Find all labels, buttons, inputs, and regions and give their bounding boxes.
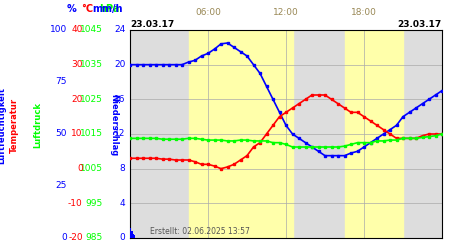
Text: 1015: 1015 <box>80 130 103 138</box>
Text: Niederschlag: Niederschlag <box>110 94 119 156</box>
Text: 75: 75 <box>55 78 67 86</box>
Text: Temperatur: Temperatur <box>10 98 19 152</box>
Text: 985: 985 <box>86 234 103 242</box>
Text: 1025: 1025 <box>80 95 103 104</box>
Text: hPa: hPa <box>99 4 120 14</box>
Text: 0: 0 <box>77 164 83 173</box>
Text: 16: 16 <box>114 95 126 104</box>
Text: °C: °C <box>81 4 93 14</box>
Text: 24: 24 <box>114 26 126 35</box>
Text: %: % <box>67 4 76 14</box>
Text: 0: 0 <box>61 234 67 242</box>
Text: 06:00: 06:00 <box>195 8 221 17</box>
Text: 1035: 1035 <box>80 60 103 69</box>
Text: 18:00: 18:00 <box>351 8 377 17</box>
Bar <box>345 30 403 238</box>
Text: 25: 25 <box>56 182 67 190</box>
Text: 1005: 1005 <box>80 164 103 173</box>
Text: Luftfeuchtigkeit: Luftfeuchtigkeit <box>0 86 6 164</box>
Text: 12:00: 12:00 <box>273 8 299 17</box>
Text: 23.03.17: 23.03.17 <box>130 20 174 29</box>
Text: 20: 20 <box>114 60 126 69</box>
Bar <box>189 30 292 238</box>
Text: 8: 8 <box>120 164 126 173</box>
Text: 4: 4 <box>120 199 126 208</box>
Text: -20: -20 <box>68 234 83 242</box>
Bar <box>130 228 131 238</box>
Text: 995: 995 <box>86 199 103 208</box>
Text: 12: 12 <box>114 130 126 138</box>
Text: Erstellt: 02.06.2025 13:57: Erstellt: 02.06.2025 13:57 <box>149 226 249 235</box>
Bar <box>134 236 135 238</box>
Text: 40: 40 <box>72 26 83 35</box>
Text: 23.03.17: 23.03.17 <box>398 20 442 29</box>
Text: 100: 100 <box>50 26 67 35</box>
Text: 20: 20 <box>72 95 83 104</box>
Text: -10: -10 <box>68 199 83 208</box>
Text: 10: 10 <box>71 130 83 138</box>
Text: 50: 50 <box>55 130 67 138</box>
Text: 30: 30 <box>71 60 83 69</box>
Text: mm/h: mm/h <box>93 4 123 14</box>
Bar <box>131 231 133 238</box>
Text: Luftdruck: Luftdruck <box>33 102 42 148</box>
Text: 1045: 1045 <box>80 26 103 35</box>
Bar <box>132 234 134 238</box>
Text: 0: 0 <box>120 234 126 242</box>
